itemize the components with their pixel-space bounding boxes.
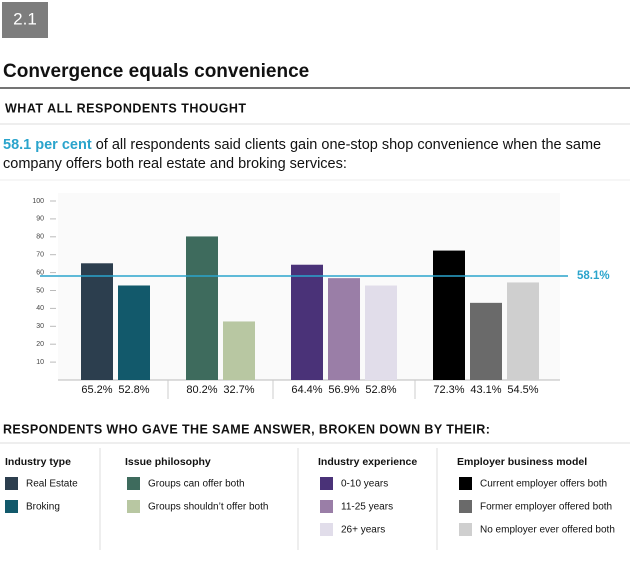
bar (81, 263, 113, 380)
title: Convergence equals convenience (3, 61, 309, 82)
legend-group-title: Employer business model (457, 456, 587, 468)
legend-swatch (127, 500, 140, 513)
intro-line: company offers both real estate and brok… (3, 156, 347, 172)
legend-swatch (459, 500, 472, 513)
value-label: 43.1% (470, 384, 501, 396)
legend-label: Broking (26, 502, 60, 513)
value-label: 54.5% (507, 384, 538, 396)
bar (507, 282, 539, 380)
legend-label: Groups can offer both (148, 479, 245, 490)
legend-group-title: Industry experience (318, 456, 417, 468)
reference-label: 58.1% (577, 270, 610, 282)
value-label: 64.4% (291, 384, 322, 396)
y-tick-label: 40 (36, 305, 44, 312)
intro-text: of all respondents said clients gain one… (96, 137, 601, 153)
legend-swatch (320, 500, 333, 513)
intro-line: 58.1 per cent of all respondents said cl… (3, 137, 601, 153)
value-label: 65.2% (81, 384, 112, 396)
y-tick-label: 100 (32, 198, 44, 205)
legend-label: 11-25 years (341, 502, 393, 513)
value-label: 56.9% (328, 384, 359, 396)
legend-label: 26+ years (341, 525, 385, 536)
legend-label: Real Estate (26, 479, 78, 490)
badge-text: 2.1 (13, 9, 37, 28)
y-tick-label: 30 (36, 323, 44, 330)
legend-swatch (5, 477, 18, 490)
legend-group-title: Industry type (5, 456, 71, 468)
legend-swatch (5, 500, 18, 513)
value-label: 52.8% (365, 384, 396, 396)
bar (365, 285, 397, 380)
y-tick-label: 10 (36, 359, 44, 366)
value-label: 32.7% (223, 384, 254, 396)
bar (470, 302, 502, 380)
legend-swatch (459, 523, 472, 536)
legend-swatch (127, 477, 140, 490)
y-tick-label: 50 (36, 287, 44, 294)
value-label: 72.3% (433, 384, 464, 396)
bar (223, 321, 255, 380)
intro-highlight: 58.1 per cent (3, 137, 92, 153)
subtitle: WHAT ALL RESPONDENTS THOUGHT (5, 101, 247, 115)
legend-swatch (320, 523, 333, 536)
legend-label: Former employer offered both (480, 502, 612, 513)
legend-title: RESPONDENTS WHO GAVE THE SAME ANSWER, BR… (3, 422, 490, 436)
badge (2, 2, 48, 38)
legend-label: Groups shouldn’t offer both (148, 502, 268, 513)
y-tick-label: 80 (36, 234, 44, 241)
bar (186, 236, 218, 380)
y-tick-label: 70 (36, 252, 44, 259)
value-label: 52.8% (118, 384, 149, 396)
bar (328, 278, 360, 380)
legend-label: Current employer offers both (480, 479, 607, 490)
legend-swatch (320, 477, 333, 490)
y-tick-label: 20 (36, 341, 44, 348)
legend-group-title: Issue philosophy (125, 456, 211, 468)
y-tick-label: 90 (36, 216, 44, 223)
legend-label: No employer ever offered both (480, 525, 615, 536)
value-label: 80.2% (186, 384, 217, 396)
bar (291, 264, 323, 380)
bar (433, 250, 465, 380)
legend-label: 0-10 years (341, 479, 388, 490)
y-tick-label: 60 (36, 269, 44, 276)
bar (118, 285, 150, 380)
legend-swatch (459, 477, 472, 490)
